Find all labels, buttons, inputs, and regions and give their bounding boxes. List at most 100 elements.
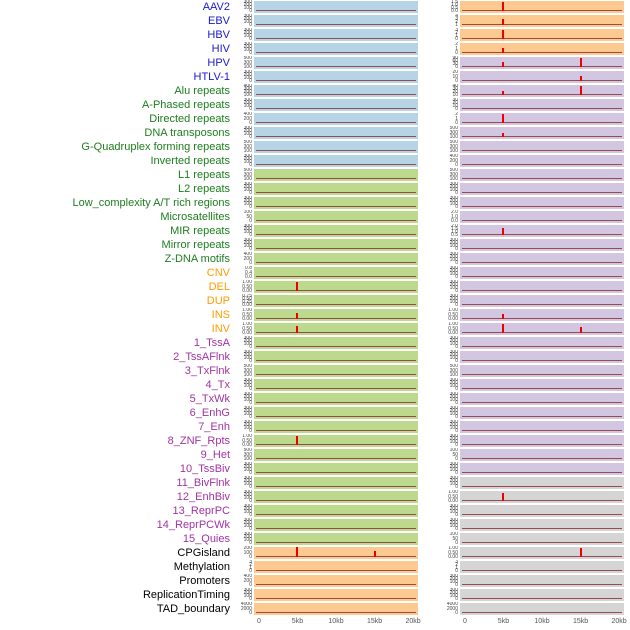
y-tick-label: 1.00 bbox=[448, 490, 458, 495]
signal-baseline bbox=[256, 598, 416, 599]
y-axis-ticks-left: 100 50 0 bbox=[236, 210, 254, 224]
signal-baseline bbox=[256, 262, 416, 263]
column-gap bbox=[418, 616, 442, 630]
y-tick-label: 0 bbox=[455, 596, 458, 602]
y-tick-label: 200 bbox=[243, 492, 252, 498]
y-tick-label: 0 bbox=[455, 568, 458, 574]
y-axis-ticks-right: 300 200 100 0 bbox=[442, 350, 460, 364]
signal-baseline bbox=[462, 486, 622, 487]
signal-baseline bbox=[462, 612, 622, 613]
column-gap bbox=[418, 518, 442, 532]
signal-baseline bbox=[462, 542, 622, 543]
column-gap bbox=[418, 140, 442, 154]
y-tick-label: 0 bbox=[455, 50, 458, 56]
feature-label: AAV2 bbox=[202, 1, 230, 13]
y-tick-label: 0.0 bbox=[245, 274, 252, 280]
x-tick-label: 20kb bbox=[611, 618, 627, 625]
y-tick-label: 400 bbox=[243, 84, 252, 89]
panel-right bbox=[460, 351, 624, 363]
signal-baseline bbox=[462, 360, 622, 361]
column-gap bbox=[418, 112, 442, 126]
feature-row: DUP 0.75 0.50 0.25 0.00 300 200 100 0 bbox=[4, 294, 630, 308]
feature-label: 10_TssBiv bbox=[179, 463, 230, 475]
panel-right bbox=[460, 603, 624, 615]
signal-baseline bbox=[462, 192, 622, 193]
y-tick-label: 500 bbox=[243, 56, 252, 61]
y-tick-label: 100 bbox=[449, 439, 458, 445]
feature-row: 15_Quies 300 200 100 0 100 50 0 bbox=[4, 532, 630, 546]
signal-baseline bbox=[462, 220, 622, 221]
column-gap bbox=[418, 392, 442, 406]
y-tick-label: 0 bbox=[455, 414, 458, 420]
panel-left bbox=[254, 379, 418, 391]
column-gap bbox=[418, 322, 442, 336]
y-tick-label: 200 bbox=[449, 478, 458, 484]
signal-baseline bbox=[462, 318, 622, 319]
signal-spike bbox=[502, 19, 505, 25]
feature-row: 1_TssA 300 200 100 0 300 200 100 0 bbox=[4, 336, 630, 350]
y-tick-label: 0 bbox=[249, 470, 252, 476]
y-tick-label: 200 bbox=[449, 436, 458, 442]
y-axis-ticks-right: 300 200 100 0 bbox=[442, 518, 460, 532]
signal-baseline bbox=[256, 360, 416, 361]
column-gap bbox=[418, 546, 442, 560]
y-tick-label: 0.5 bbox=[451, 232, 458, 238]
y-tick-label: 1 bbox=[455, 565, 458, 571]
feature-label: 15_Quies bbox=[182, 533, 230, 545]
y-axis-ticks-left: 500 300 100 bbox=[236, 56, 254, 70]
y-axis-ticks-right: 300 200 100 0 bbox=[442, 462, 460, 476]
y-axis-ticks-right: 1.00 0.50 0.00 bbox=[442, 546, 460, 560]
y-axis-ticks-right: 300 200 100 0 bbox=[442, 182, 460, 196]
panel-left bbox=[254, 421, 418, 433]
y-axis-ticks-left: 0.8 0.4 0.0 bbox=[236, 266, 254, 280]
y-tick-label: 0.50 bbox=[242, 311, 252, 318]
y-tick-label: 0.50 bbox=[448, 549, 458, 556]
panel-left bbox=[254, 29, 418, 41]
y-tick-label: 0 bbox=[249, 22, 252, 28]
feature-label: Promoters bbox=[179, 575, 230, 587]
column-gap bbox=[418, 350, 442, 364]
y-axis-ticks-left: 300 200 100 0 bbox=[236, 336, 254, 350]
y-axis-ticks-left: 300 200 100 0 bbox=[236, 476, 254, 490]
y-axis-ticks-right: 300 200 100 0 bbox=[442, 252, 460, 266]
signal-baseline bbox=[256, 472, 416, 473]
y-tick-label: 300 bbox=[243, 378, 252, 383]
y-tick-label: 200 bbox=[243, 380, 252, 386]
y-tick-label: 200 bbox=[243, 89, 252, 95]
y-tick-label: 300 bbox=[243, 490, 252, 495]
y-tick-label: 200 bbox=[243, 100, 252, 106]
signal-baseline bbox=[462, 276, 622, 277]
y-tick-label: 20 bbox=[452, 89, 458, 95]
column-gap bbox=[418, 434, 442, 448]
feature-label: EBV bbox=[207, 15, 230, 27]
y-tick-label: 300 bbox=[449, 336, 458, 341]
y-tick-label: 1.5 bbox=[451, 226, 458, 232]
panel-left bbox=[254, 85, 418, 97]
y-tick-label: 100 bbox=[449, 509, 458, 515]
y-tick-label: 200 bbox=[243, 546, 252, 551]
signal-baseline bbox=[256, 234, 416, 235]
y-tick-label: 2000 bbox=[446, 605, 458, 612]
signal-baseline bbox=[256, 332, 416, 333]
feature-row: MIR repeats 300 200 100 0 2.0 1.5 1.0 0.5 bbox=[4, 224, 630, 238]
signal-spike bbox=[296, 326, 299, 333]
y-axis-ticks-right: 300 200 100 0 bbox=[442, 504, 460, 518]
feature-row: Promoters 400 200 0 300 200 100 0 bbox=[4, 574, 630, 588]
signal-spike bbox=[502, 228, 505, 235]
panel-left bbox=[254, 435, 418, 447]
y-tick-label: 300 bbox=[449, 476, 458, 481]
feature-label: TAD_boundary bbox=[156, 603, 230, 615]
column-gap bbox=[418, 308, 442, 322]
y-tick-label: 100 bbox=[243, 341, 252, 347]
y-tick-label: 100 bbox=[243, 33, 252, 39]
y-tick-label: 100 bbox=[243, 523, 252, 529]
panel-left bbox=[254, 15, 418, 27]
y-tick-label: 0.50 bbox=[242, 437, 252, 444]
y-tick-label: 0 bbox=[455, 512, 458, 518]
signal-baseline bbox=[256, 542, 416, 543]
y-tick-label: 200 bbox=[243, 115, 252, 122]
panel-right bbox=[460, 1, 624, 13]
y-tick-label: 0 bbox=[249, 540, 252, 546]
y-tick-label: 1 bbox=[455, 22, 458, 28]
y-tick-label: 300 bbox=[243, 476, 252, 481]
